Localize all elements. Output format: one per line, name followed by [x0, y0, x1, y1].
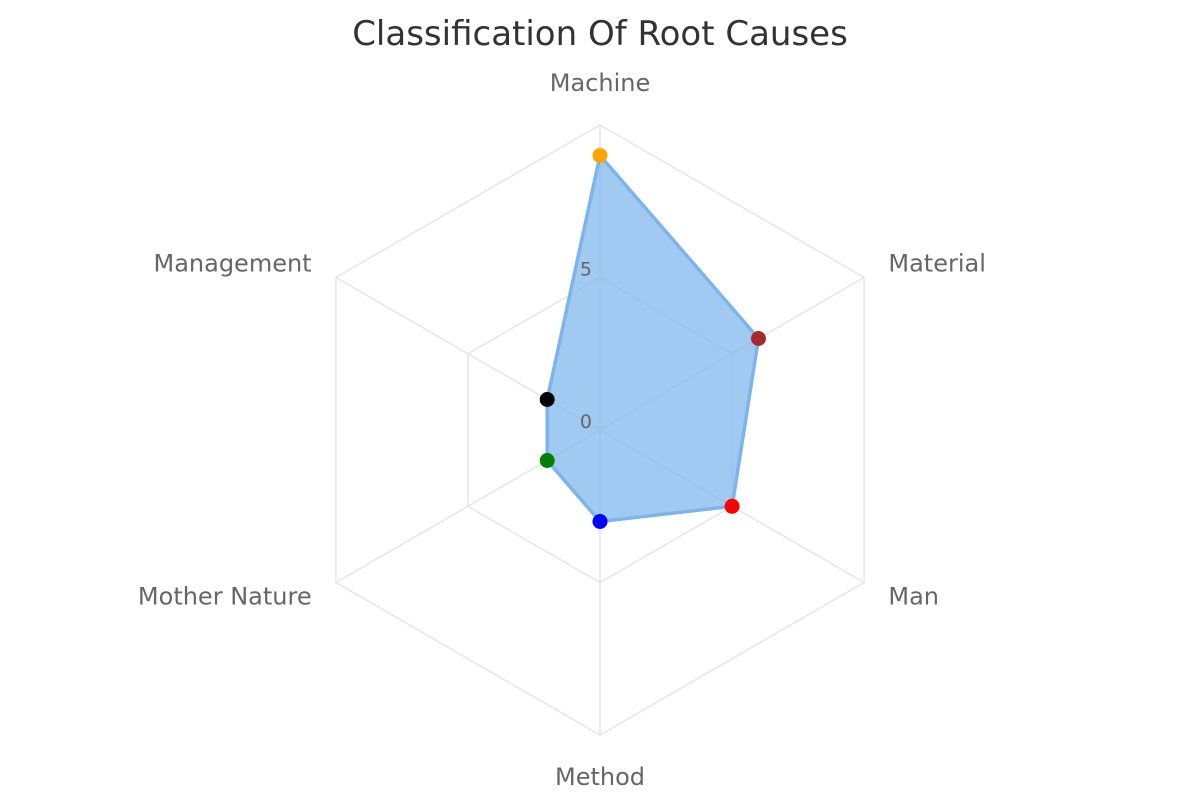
chart-title: Classification Of Root Causes: [352, 14, 848, 54]
tick-label-1: 5: [580, 259, 592, 281]
data-point-method: [592, 514, 608, 529]
data-point-machine: [592, 148, 608, 163]
axis-label-mother-nature: Mother Nature: [138, 583, 312, 611]
data-point-mother-nature: [539, 453, 555, 468]
tick-label-0: 0: [580, 411, 592, 433]
axis-label-material: Material: [888, 250, 986, 278]
data-point-material: [751, 331, 766, 346]
axis-label-method: Method: [555, 763, 645, 791]
data-point-man: [724, 498, 740, 514]
axis-label-management: Management: [153, 250, 311, 278]
axis-label-man: Man: [888, 583, 939, 611]
series-area-0: [545, 153, 761, 524]
data-point-management: [539, 392, 555, 407]
axis-label-machine: Machine: [550, 69, 650, 97]
